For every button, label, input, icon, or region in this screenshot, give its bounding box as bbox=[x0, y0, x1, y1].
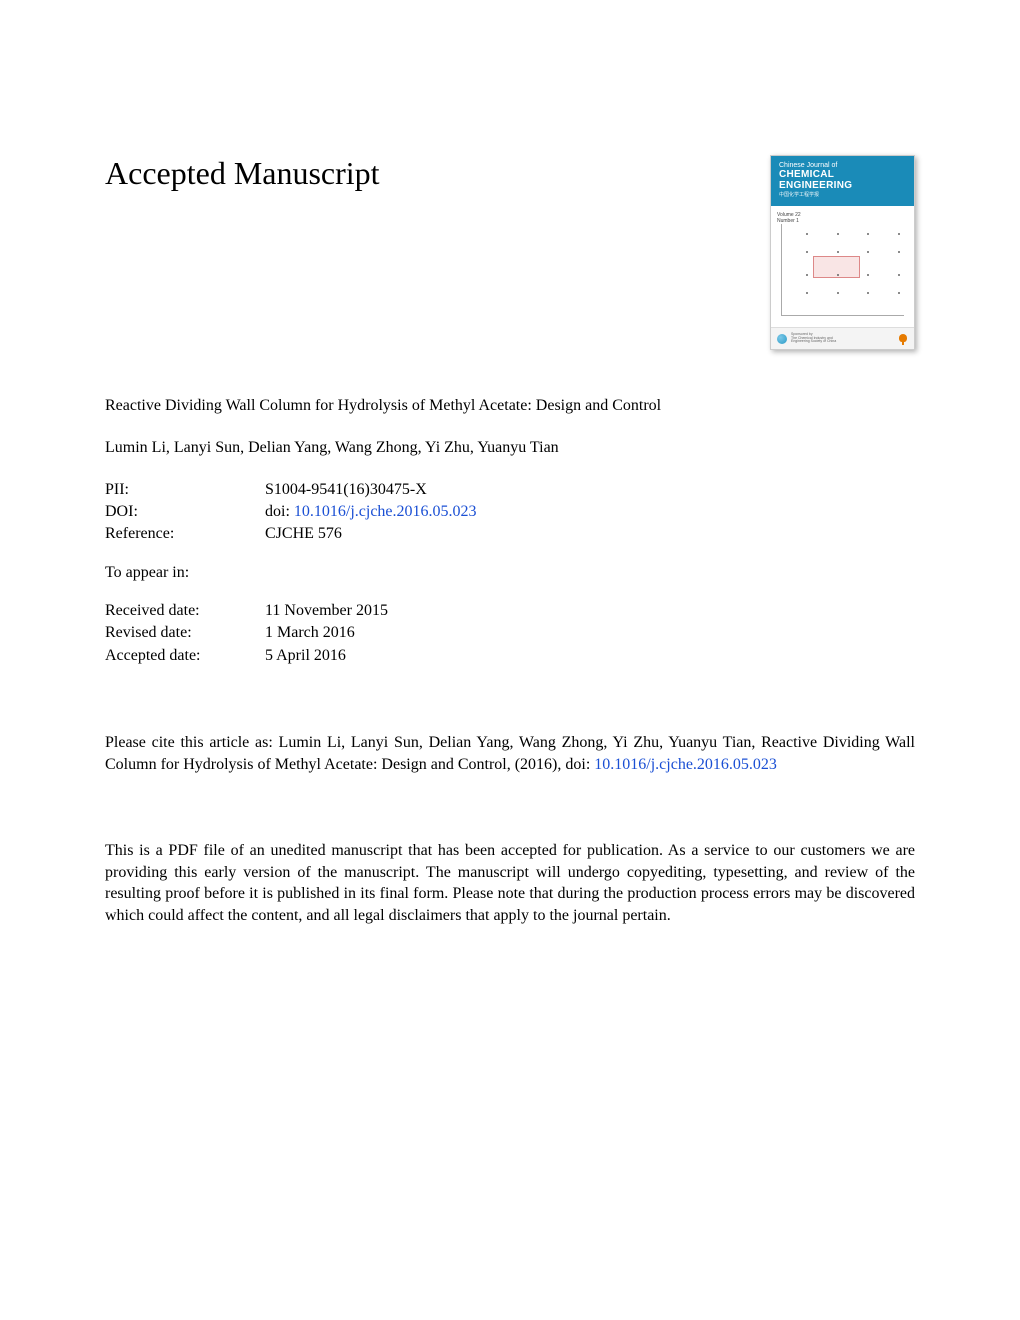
dates-table: Received date: 11 November 2015 Revised … bbox=[105, 600, 915, 667]
metadata-table: PII: S1004-9541(16)30475-X DOI: doi: 10.… bbox=[105, 479, 915, 546]
disclaimer-text: This is a PDF file of an unedited manusc… bbox=[105, 840, 915, 926]
cover-footer: Sponsored byThe Chemical Industry andEng… bbox=[771, 327, 914, 349]
cover-chart-dot bbox=[806, 233, 808, 235]
cover-chart-dot bbox=[898, 274, 900, 276]
cover-chart-dot bbox=[898, 233, 900, 235]
received-date-value: 11 November 2015 bbox=[265, 600, 388, 622]
cover-journal-line2: CHEMICAL ENGINEERING bbox=[779, 169, 906, 191]
revised-date-value: 1 March 2016 bbox=[265, 622, 355, 644]
revised-date-label: Revised date: bbox=[105, 622, 265, 644]
cover-chart-dot bbox=[837, 251, 839, 253]
doi-label: DOI: bbox=[105, 501, 265, 523]
cover-body: Volume 22 Number 1 bbox=[771, 206, 914, 346]
citation-doi-link[interactable]: 10.1016/j.cjche.2016.05.023 bbox=[594, 756, 777, 773]
elsevier-tree-icon bbox=[898, 333, 908, 345]
page-heading: Accepted Manuscript bbox=[105, 155, 380, 192]
cover-journal-line3: 中国化学工程学报 bbox=[779, 191, 906, 198]
cover-chart-dot bbox=[867, 292, 869, 294]
cover-chart-dot bbox=[806, 251, 808, 253]
accepted-date-value: 5 April 2016 bbox=[265, 645, 346, 667]
doi-value: doi: 10.1016/j.cjche.2016.05.023 bbox=[265, 501, 477, 523]
doi-link[interactable]: 10.1016/j.cjche.2016.05.023 bbox=[294, 503, 477, 520]
citation-text: Please cite this article as: Lumin Li, L… bbox=[105, 732, 915, 775]
cover-chart-dot bbox=[837, 274, 839, 276]
accepted-date-label: Accepted date: bbox=[105, 645, 265, 667]
cover-chart-dot bbox=[806, 292, 808, 294]
cover-journal-line1: Chinese Journal of bbox=[779, 162, 906, 169]
article-title: Reactive Dividing Wall Column for Hydrol… bbox=[105, 395, 665, 417]
to-appear-in: To appear in: bbox=[105, 564, 915, 582]
publisher-globe-icon bbox=[777, 334, 787, 344]
cover-footer-text: Sponsored byThe Chemical Industry andEng… bbox=[791, 333, 894, 345]
cover-chart-dot bbox=[867, 274, 869, 276]
pii-value: S1004-9541(16)30475-X bbox=[265, 479, 427, 501]
reference-label: Reference: bbox=[105, 523, 265, 545]
pii-label: PII: bbox=[105, 479, 265, 501]
cover-chart-dot bbox=[898, 292, 900, 294]
cover-header: Chinese Journal of CHEMICAL ENGINEERING … bbox=[771, 156, 914, 206]
cover-chart-dot bbox=[837, 292, 839, 294]
journal-cover-thumbnail: Chinese Journal of CHEMICAL ENGINEERING … bbox=[770, 155, 915, 350]
cover-chart-dot bbox=[806, 274, 808, 276]
reference-value: CJCHE 576 bbox=[265, 523, 342, 545]
cover-chart-dot bbox=[867, 251, 869, 253]
cover-chart bbox=[781, 224, 904, 316]
cover-chart-dot bbox=[898, 251, 900, 253]
cover-chart-dot bbox=[867, 233, 869, 235]
cover-chart-dot bbox=[837, 233, 839, 235]
received-date-label: Received date: bbox=[105, 600, 265, 622]
cover-volume: Volume 22 Number 1 bbox=[777, 212, 908, 224]
authors-list: Lumin Li, Lanyi Sun, Delian Yang, Wang Z… bbox=[105, 439, 915, 457]
